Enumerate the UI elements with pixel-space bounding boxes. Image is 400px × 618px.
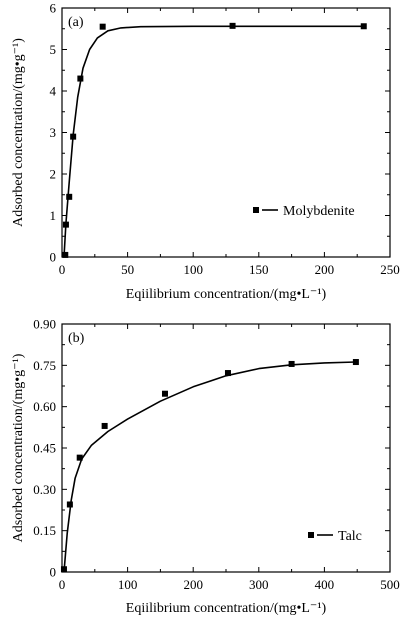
- x-tick-label-b: 400: [315, 577, 335, 592]
- x-tick-label-a: 250: [380, 262, 400, 277]
- data-point-a: [66, 193, 73, 200]
- x-axis-label-b: Eqiilibrium concentration/(mg•L⁻¹): [126, 601, 327, 616]
- y-tick-label-b: 0.90: [33, 317, 56, 332]
- legend-label-a: Molybdenite: [283, 204, 355, 219]
- data-point-a: [229, 22, 236, 29]
- data-point-b: [66, 501, 73, 508]
- panel-label-a: (a): [68, 15, 84, 30]
- x-tick-label-a: 200: [315, 262, 335, 277]
- y-tick-label-b: 0.15: [33, 523, 56, 538]
- y-tick-label-b: 0.45: [33, 441, 56, 456]
- x-tick-label-b: 500: [380, 577, 400, 592]
- y-tick-label-a: 4: [50, 84, 57, 99]
- x-tick-label-a: 150: [249, 262, 269, 277]
- y-tick-label-b: 0.30: [33, 482, 56, 497]
- data-point-b: [352, 359, 359, 366]
- x-tick-label-a: 50: [121, 262, 134, 277]
- y-axis-label-a: Adsorbed concentration/(mg•g⁻¹): [11, 38, 26, 227]
- x-tick-label-a: 0: [59, 262, 66, 277]
- data-point-b: [76, 454, 83, 461]
- data-point-a: [360, 23, 367, 30]
- y-tick-label-a: 2: [50, 167, 57, 182]
- data-point-a: [99, 23, 106, 30]
- y-tick-label-b: 0: [50, 565, 57, 580]
- fit-curve-b: [63, 361, 356, 573]
- y-tick-label-b: 0.60: [33, 399, 56, 414]
- x-tick-label-b: 200: [183, 577, 203, 592]
- y-tick-label-a: 5: [50, 42, 57, 57]
- plot-area-a: 0 50 100 150 200 250 0 1 2 3 4 5 6: [50, 1, 400, 278]
- legend-label-b: Talc: [338, 529, 362, 544]
- plot-area-b: 0 100 200 300 400 500 0 0.15 0.30 0.45 0.60 0.75 0.9…: [33, 317, 400, 593]
- data-point-a: [62, 221, 69, 228]
- y-tick-label-a: 1: [50, 208, 57, 223]
- y-tick-label-b: 0.75: [33, 358, 56, 373]
- y-tick-label-a: 0: [50, 250, 57, 265]
- panel-label-b: (b): [68, 331, 85, 346]
- plot-frame-a: [61, 7, 391, 258]
- data-point-b: [224, 370, 231, 377]
- x-tick-label-b: 300: [249, 577, 269, 592]
- data-point-b: [101, 422, 108, 429]
- legend-marker-b: [308, 532, 314, 538]
- x-tick-label-b: 100: [118, 577, 138, 592]
- y-tick-label-a: 3: [50, 125, 57, 140]
- fit-curve-a: [63, 25, 364, 258]
- chart-panel-a: 0 50 100 150 200 250 0 1 2 3 4 5 6 (a) Eqiilibrium c…: [11, 1, 400, 303]
- x-tick-label-a: 100: [183, 262, 203, 277]
- legend-marker-a: [253, 207, 259, 213]
- y-axis-label-b: Adsorbed concentration/(mg•g⁻¹): [11, 353, 26, 542]
- data-point-b: [288, 360, 295, 367]
- data-point-a: [62, 251, 69, 258]
- y-tick-label-a: 6: [50, 1, 57, 16]
- chart-panel-b: 0 100 200 300 400 500 0 0.15 0.30 0.45 0.60 0.75 0.9…: [11, 317, 400, 617]
- data-point-b: [60, 566, 67, 573]
- x-tick-label-b: 0: [59, 577, 66, 592]
- data-point-a: [77, 75, 84, 82]
- x-axis-label-a: Eqiilibrium concentration/(mg•L⁻¹): [126, 287, 327, 302]
- data-point-b: [161, 390, 168, 397]
- data-point-a: [70, 133, 77, 140]
